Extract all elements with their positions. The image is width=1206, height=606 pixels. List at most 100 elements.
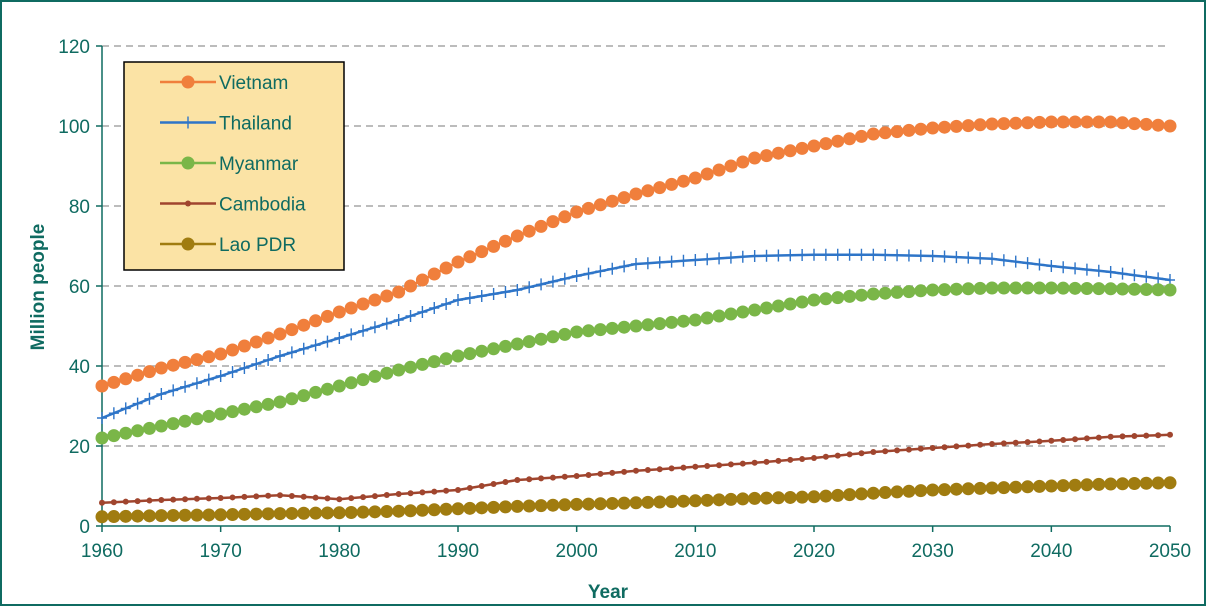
series-thailand-point: [785, 249, 796, 262]
legend-vietnam-label: Vietnam: [219, 73, 288, 94]
series-vietnam-point: [368, 293, 382, 307]
series-vietnam-point: [534, 219, 548, 233]
series-myanmar-point: [819, 292, 833, 306]
series-cambodia-point: [739, 460, 746, 467]
series-myanmar-point: [178, 414, 192, 428]
series-myanmar-point: [890, 285, 904, 299]
series-lao-pdr-point: [688, 494, 702, 508]
series-thailand-point: [488, 288, 499, 300]
series-lao-pdr-point: [914, 484, 928, 498]
series-thailand-point: [868, 248, 879, 261]
series-vietnam-point: [344, 301, 358, 315]
series-vietnam-point: [914, 122, 928, 136]
series-thailand-point: [358, 324, 369, 337]
series-thailand-point: [903, 249, 914, 262]
series-thailand-point: [583, 267, 594, 280]
series-thailand-point: [915, 249, 926, 262]
series-myanmar-point: [558, 327, 572, 341]
series-vietnam-point: [831, 134, 845, 148]
series-cambodia-point: [99, 499, 105, 506]
series-thailand-point: [1058, 261, 1069, 274]
series-thailand-point: [761, 249, 772, 262]
series-cambodia-point: [371, 493, 378, 500]
legend-box: [123, 61, 345, 271]
series-cambodia-point: [822, 453, 829, 460]
series-cambodia-point: [727, 461, 734, 468]
series-cambodia-point: [633, 467, 639, 474]
series-lao-pdr-point: [1009, 480, 1023, 494]
series-myanmar-point: [380, 366, 394, 380]
series-thailand-point: [678, 254, 689, 267]
series-cambodia-point: [514, 477, 521, 483]
series-lao-pdr-point: [653, 495, 667, 509]
series-cambodia-point: [419, 489, 426, 496]
series-cambodia-point: [265, 492, 272, 499]
series-thailand: [97, 248, 1175, 424]
series-vietnam-point: [510, 229, 524, 243]
series-lao-pdr-point: [166, 508, 180, 522]
series-cambodia-point: [348, 495, 355, 502]
series-myanmar: [95, 281, 1177, 445]
series-cambodia-point: [217, 495, 224, 501]
series-thailand-point: [856, 248, 867, 261]
series-thailand-point: [571, 270, 582, 282]
series-thailand-point: [453, 294, 463, 306]
series-thailand-point: [346, 328, 357, 341]
series-vietnam-point: [131, 368, 145, 382]
series-vietnam-point: [1032, 115, 1046, 129]
series-lao-pdr-point: [95, 510, 109, 524]
series-myanmar-point: [795, 295, 809, 309]
series-vietnam-point: [1163, 119, 1177, 133]
series-myanmar-point: [285, 392, 299, 406]
series-thailand-point: [963, 251, 974, 264]
series-myanmar-point: [1139, 283, 1153, 297]
series-thailand-point: [156, 388, 167, 400]
x-tick-label: 2050: [1149, 541, 1191, 562]
series-myanmar-point: [926, 283, 940, 297]
series-vietnam-point: [522, 224, 536, 238]
series-cambodia-point: [407, 490, 414, 497]
series-myanmar-point: [593, 323, 607, 337]
series-vietnam-point: [142, 365, 156, 379]
series-lao-pdr-point: [356, 505, 370, 519]
series-lao-pdr-point: [736, 492, 750, 506]
series-cambodia-point: [288, 493, 295, 499]
series-myanmar-point: [154, 419, 168, 433]
series-vietnam-point: [617, 191, 631, 205]
series-thailand-point: [310, 339, 321, 352]
series-vietnam-point: [1151, 118, 1165, 132]
series-lao-pdr-point: [1116, 477, 1130, 491]
series-vietnam-point: [463, 250, 477, 264]
series-vietnam-point: [107, 375, 121, 389]
series-lao-pdr-point: [771, 491, 785, 505]
series-myanmar-point: [854, 288, 868, 302]
series-lao-pdr-point: [226, 508, 240, 522]
series-cambodia-point: [621, 468, 628, 475]
series-myanmar-point: [866, 287, 880, 301]
series-vietnam-point: [890, 125, 904, 139]
series-lao-pdr-point: [748, 491, 762, 505]
series-myanmar-point: [1151, 283, 1165, 297]
series-thailand-point: [275, 350, 285, 362]
series-vietnam-point: [902, 123, 916, 137]
series-cambodia-point: [1024, 439, 1031, 446]
series-myanmar-point: [1163, 283, 1177, 297]
series-lao-pdr-point: [463, 501, 477, 515]
series-vietnam-point: [214, 347, 228, 361]
series-myanmar-point: [712, 309, 726, 323]
series-cambodia-point: [834, 452, 841, 459]
series-cambodia-point: [241, 493, 248, 500]
series-myanmar-point: [949, 282, 963, 296]
series-vietnam-point: [1104, 115, 1118, 129]
series-thailand-point: [1070, 262, 1081, 275]
series-vietnam-point: [807, 139, 821, 153]
legend-cambodia-point: [185, 200, 191, 207]
series-thailand-point: [773, 249, 784, 262]
series-myanmar-point: [961, 282, 975, 296]
legend-thailand-point: [183, 116, 193, 129]
series-cambodia-point: [1048, 437, 1055, 444]
series-vietnam-point: [795, 141, 809, 155]
series-cambodia-point: [538, 475, 545, 482]
series-myanmar-point: [237, 402, 251, 416]
